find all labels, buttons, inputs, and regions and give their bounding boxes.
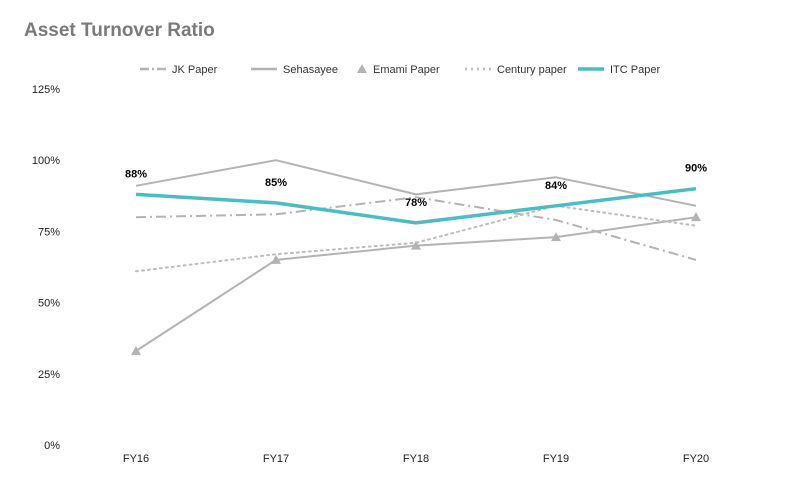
y-axis: 0% 25% 50% 75% 100% 125% — [32, 84, 60, 452]
series-marker-emami-paper — [691, 212, 701, 222]
x-tick-label: FY20 — [683, 453, 709, 465]
y-tick-label: 125% — [32, 84, 60, 96]
y-tick-label: 50% — [38, 298, 60, 310]
x-tick-label: FY16 — [123, 453, 149, 465]
y-tick-label: 25% — [38, 369, 60, 381]
series-line-century-paper — [135, 204, 697, 273]
legend-label-emami-paper: Emami Paper — [373, 64, 440, 76]
data-label: 90% — [685, 163, 707, 175]
series-line-emami-paper — [135, 216, 697, 352]
legend-label-itc-paper: ITC Paper — [610, 64, 660, 76]
series-marker-emami-paper — [551, 232, 561, 242]
series-layer — [131, 159, 701, 356]
x-tick-label: FY17 — [263, 453, 289, 465]
x-tick-label: FY19 — [543, 453, 569, 465]
legend-label-sehasayee: Sehasayee — [283, 64, 338, 76]
legend-label-jk-paper: JK Paper — [172, 64, 218, 76]
data-label: 78% — [405, 197, 427, 209]
legend-label-century-paper: Century paper — [497, 64, 567, 76]
series-line-jk-paper — [135, 196, 697, 261]
legend-swatch-emami-paper — [357, 64, 367, 73]
data-label: 84% — [545, 180, 567, 192]
series-line-itc-paper — [135, 186, 697, 225]
series-marker-emami-paper — [131, 346, 141, 356]
series-marker-emami-paper — [271, 254, 281, 264]
y-tick-label: 75% — [38, 226, 60, 238]
y-tick-label: 0% — [44, 440, 60, 452]
series-line-sehasayee — [135, 159, 697, 207]
x-tick-label: FY18 — [403, 453, 429, 465]
data-label: 88% — [125, 168, 147, 180]
x-axis: FY16 FY17 FY18 FY19 FY20 — [123, 453, 709, 465]
series-marker-emami-paper — [411, 240, 421, 250]
data-labels: 88% 85% 78% 84% 90% — [125, 163, 707, 209]
y-tick-label: 100% — [32, 155, 60, 167]
legend: JK Paper Sehasayee Emami Paper Century pape… — [140, 64, 660, 76]
data-label: 85% — [265, 177, 287, 189]
chart-title: Asset Turnover Ratio — [24, 20, 215, 41]
